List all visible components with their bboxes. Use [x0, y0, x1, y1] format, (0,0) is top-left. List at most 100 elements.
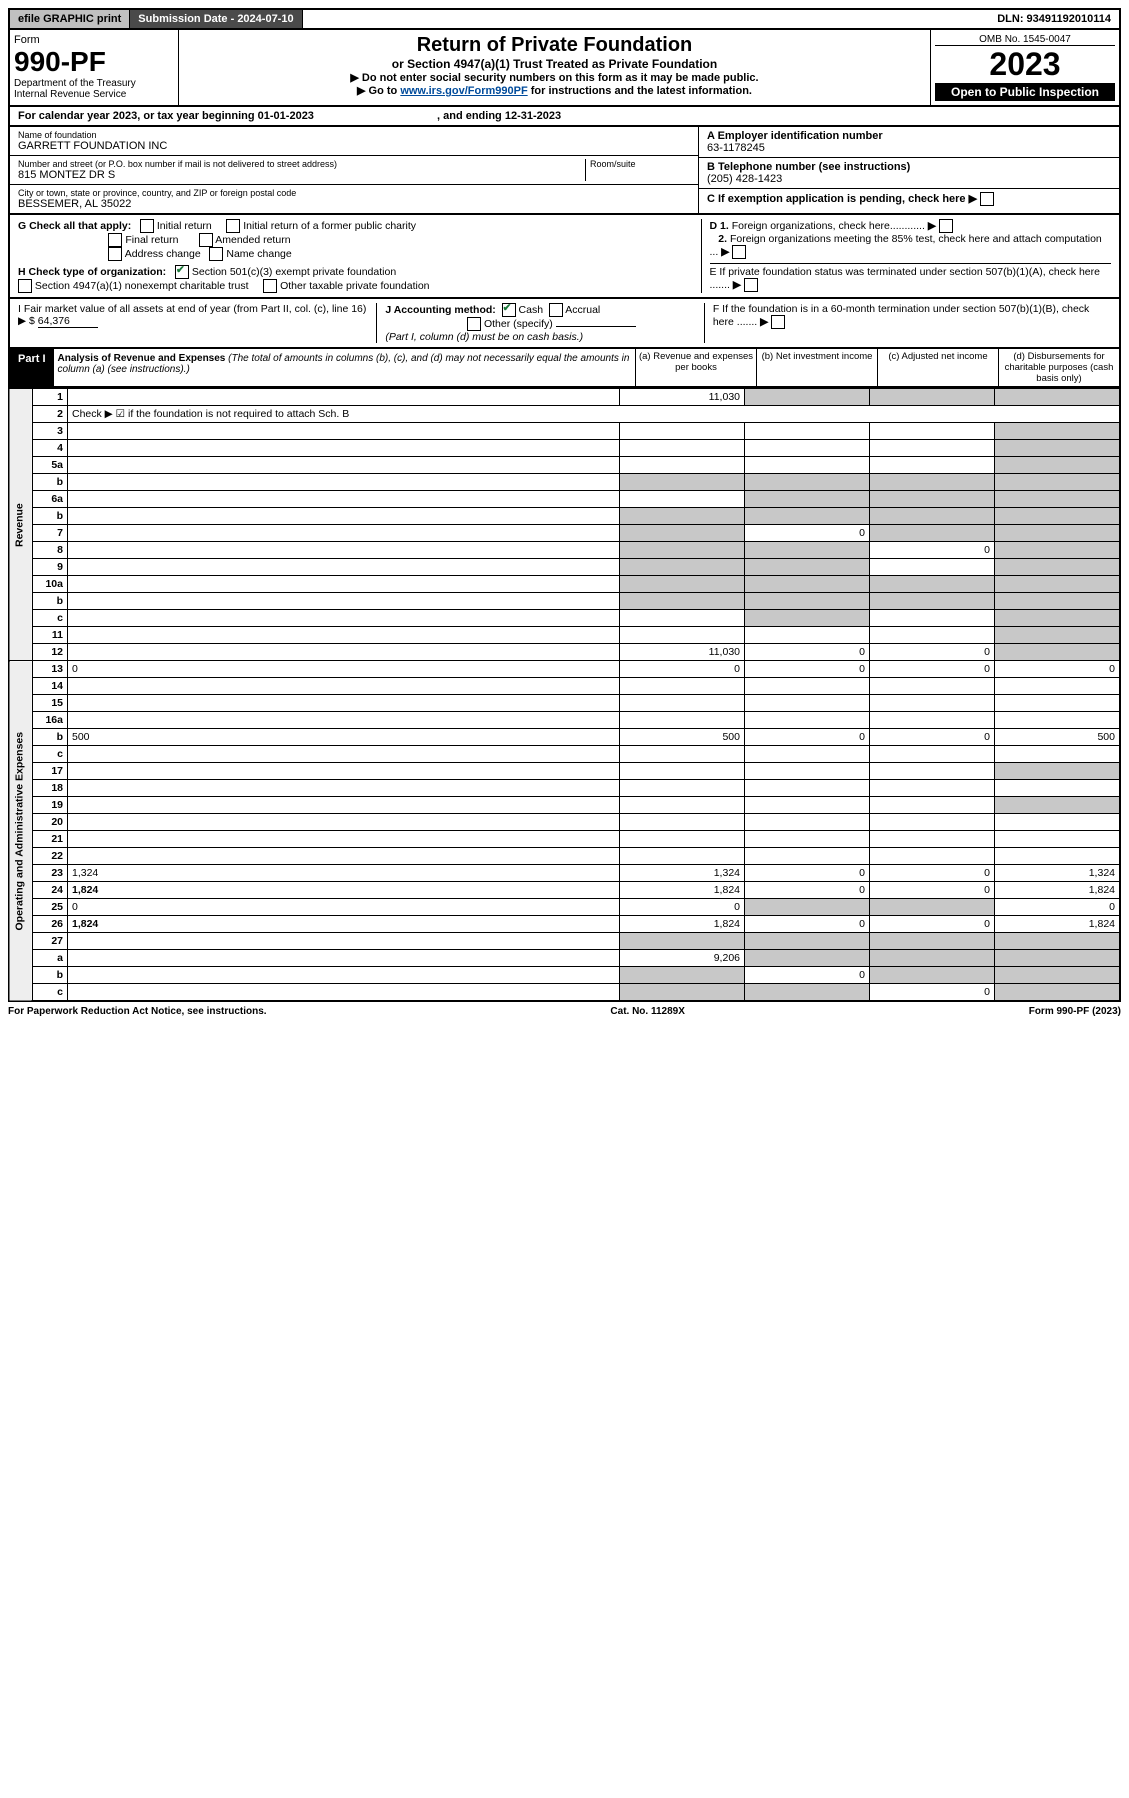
footer-right: Form 990-PF (2023) — [1029, 1006, 1121, 1017]
line-description — [68, 950, 620, 967]
amount-cell — [995, 763, 1121, 780]
amount-cell — [745, 440, 870, 457]
checkbox-name-change[interactable] — [209, 247, 223, 261]
checkbox-initial[interactable] — [140, 219, 154, 233]
checkbox-c[interactable] — [980, 192, 994, 206]
table-row: 80 — [9, 542, 1120, 559]
checkbox-final[interactable] — [108, 233, 122, 247]
amount-cell — [745, 848, 870, 865]
line-description — [68, 814, 620, 831]
amount-cell — [620, 457, 745, 474]
amount-cell — [620, 933, 745, 950]
amount-cell — [870, 967, 995, 984]
checkbox-amended[interactable] — [199, 233, 213, 247]
amount-cell — [870, 746, 995, 763]
amount-cell: 0 — [870, 661, 995, 678]
line-number: 25 — [33, 899, 68, 916]
line-description — [68, 848, 620, 865]
omb-number: OMB No. 1545-0047 — [935, 34, 1115, 46]
line-description — [68, 695, 620, 712]
amount-cell — [620, 984, 745, 1002]
checkbox-d2[interactable] — [732, 245, 746, 259]
dln: DLN: 93491192010114 — [989, 10, 1119, 28]
checkbox-address[interactable] — [108, 247, 122, 261]
box-c: C If exemption application is pending, c… — [699, 189, 1119, 209]
line-number: c — [33, 746, 68, 763]
line-number: 17 — [33, 763, 68, 780]
ein-label: A Employer identification number — [707, 130, 1111, 142]
table-row: b — [9, 593, 1120, 610]
checkbox-d1[interactable] — [939, 219, 953, 233]
amount-cell — [745, 678, 870, 695]
checkbox-e[interactable] — [744, 278, 758, 292]
phone-label: B Telephone number (see instructions) — [707, 161, 1111, 173]
instruction-link: ▶ Go to www.irs.gov/Form990PF for instru… — [183, 84, 926, 97]
amount-cell — [995, 610, 1121, 627]
part1-label: Part I — [10, 349, 54, 386]
line-number: 14 — [33, 678, 68, 695]
amount-cell — [995, 797, 1121, 814]
amount-cell — [995, 423, 1121, 440]
amount-cell — [745, 627, 870, 644]
amount-cell — [620, 423, 745, 440]
f-label: F If the foundation is in a 60-month ter… — [713, 303, 1089, 328]
amount-cell — [995, 542, 1121, 559]
line-number: 4 — [33, 440, 68, 457]
checkbox-other-method[interactable] — [467, 317, 481, 331]
table-row: c — [9, 746, 1120, 763]
amount-cell: 0 — [870, 984, 995, 1002]
amount-cell — [620, 746, 745, 763]
amount-cell — [995, 746, 1121, 763]
amount-cell — [995, 627, 1121, 644]
h-501c3: Section 501(c)(3) exempt private foundat… — [192, 266, 396, 278]
line-description — [68, 627, 620, 644]
calyear-mid: , and ending — [437, 110, 505, 122]
checkbox-accrual[interactable] — [549, 303, 563, 317]
irs-link[interactable]: www.irs.gov/Form990PF — [400, 85, 527, 97]
checkbox-cash[interactable] — [502, 303, 516, 317]
amount-cell — [745, 797, 870, 814]
j-cash: Cash — [519, 304, 544, 316]
table-row: 231,3241,324001,324 — [9, 865, 1120, 882]
amount-cell — [995, 457, 1121, 474]
column-headers: (a) Revenue and expenses per books (b) N… — [635, 349, 1119, 386]
d1-text: Foreign organizations, check here.......… — [732, 220, 925, 232]
phone-value: (205) 428-1423 — [707, 173, 1111, 185]
col-d-header: (d) Disbursements for charitable purpose… — [998, 349, 1119, 386]
checkbox-501c3[interactable] — [175, 265, 189, 279]
line-description — [68, 389, 620, 406]
amount-cell: 0 — [870, 729, 995, 746]
amount-cell: 0 — [745, 729, 870, 746]
amount-cell: 0 — [870, 542, 995, 559]
table-row: 16a — [9, 712, 1120, 729]
checkbox-other-taxable[interactable] — [263, 279, 277, 293]
line-number: a — [33, 950, 68, 967]
line-description — [68, 797, 620, 814]
amount-cell: 1,824 — [620, 916, 745, 933]
line-number: 12 — [33, 644, 68, 661]
line-description — [68, 457, 620, 474]
amount-cell — [620, 780, 745, 797]
amount-cell — [745, 746, 870, 763]
amount-cell — [745, 474, 870, 491]
table-row: 6a — [9, 491, 1120, 508]
efile-badge[interactable]: efile GRAPHIC print — [10, 10, 130, 28]
amount-cell — [995, 831, 1121, 848]
g-label: G Check all that apply: — [18, 220, 131, 232]
street-address: 815 MONTEZ DR S — [18, 169, 585, 181]
amount-cell — [995, 440, 1121, 457]
g-name: Name change — [226, 248, 291, 260]
amount-cell — [870, 389, 995, 406]
checkbox-f[interactable] — [771, 315, 785, 329]
amount-cell — [745, 423, 870, 440]
table-row: 17 — [9, 763, 1120, 780]
amount-cell — [620, 508, 745, 525]
table-row: 1211,03000 — [9, 644, 1120, 661]
amount-cell — [995, 559, 1121, 576]
instruction-ssn: ▶ Do not enter social security numbers o… — [183, 71, 926, 84]
amount-cell — [745, 984, 870, 1002]
line-number: c — [33, 984, 68, 1002]
checkbox-initial-former[interactable] — [226, 219, 240, 233]
line-number: 19 — [33, 797, 68, 814]
checkbox-4947[interactable] — [18, 279, 32, 293]
